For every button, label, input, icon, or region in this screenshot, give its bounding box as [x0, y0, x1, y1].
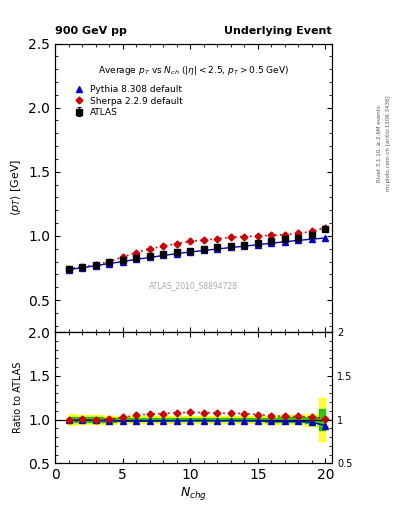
- Pythia 8.308 default: [228, 244, 233, 250]
- Pythia 8.308 default: [255, 242, 260, 248]
- Pythia 8.308 default: [80, 265, 84, 271]
- Sherpa 2.2.9 default: [93, 262, 98, 268]
- Pythia 8.308 default: [309, 236, 314, 242]
- Sherpa 2.2.9 default: [188, 238, 193, 244]
- Sherpa 2.2.9 default: [215, 236, 220, 242]
- Y-axis label: Ratio to ATLAS: Ratio to ATLAS: [13, 362, 23, 434]
- Sherpa 2.2.9 default: [228, 234, 233, 241]
- Legend: Pythia 8.308 default, Sherpa 2.2.9 default, ATLAS: Pythia 8.308 default, Sherpa 2.2.9 defau…: [68, 82, 186, 120]
- Pythia 8.308 default: [188, 249, 193, 255]
- Sherpa 2.2.9 default: [120, 254, 125, 260]
- Pythia 8.308 default: [66, 266, 71, 272]
- Pythia 8.308 default: [93, 263, 98, 269]
- Pythia 8.308 default: [147, 254, 152, 261]
- Sherpa 2.2.9 default: [296, 230, 301, 237]
- Pythia 8.308 default: [269, 240, 274, 246]
- Sherpa 2.2.9 default: [66, 266, 71, 272]
- X-axis label: $N_{chg}$: $N_{chg}$: [180, 485, 207, 502]
- Pythia 8.308 default: [161, 252, 165, 259]
- Line: Pythia 8.308 default: Pythia 8.308 default: [66, 235, 328, 272]
- Sherpa 2.2.9 default: [255, 233, 260, 239]
- Sherpa 2.2.9 default: [269, 232, 274, 239]
- Sherpa 2.2.9 default: [174, 241, 179, 247]
- Pythia 8.308 default: [215, 246, 220, 252]
- Pythia 8.308 default: [201, 247, 206, 253]
- Sherpa 2.2.9 default: [201, 237, 206, 243]
- Sherpa 2.2.9 default: [107, 259, 112, 265]
- Pythia 8.308 default: [107, 261, 112, 267]
- Text: Underlying Event: Underlying Event: [224, 26, 332, 36]
- Text: mcplots.cern.ch [arXiv:1306.3436]: mcplots.cern.ch [arXiv:1306.3436]: [386, 96, 391, 191]
- Sherpa 2.2.9 default: [147, 246, 152, 252]
- Sherpa 2.2.9 default: [80, 264, 84, 270]
- Sherpa 2.2.9 default: [283, 231, 287, 238]
- Pythia 8.308 default: [283, 239, 287, 245]
- Y-axis label: $\langle p_T \rangle$ [GeV]: $\langle p_T \rangle$ [GeV]: [9, 159, 23, 217]
- Text: 900 GeV pp: 900 GeV pp: [55, 26, 127, 36]
- Line: Sherpa 2.2.9 default: Sherpa 2.2.9 default: [66, 225, 328, 271]
- Pythia 8.308 default: [242, 243, 246, 249]
- Sherpa 2.2.9 default: [309, 228, 314, 234]
- Sherpa 2.2.9 default: [242, 233, 246, 240]
- Pythia 8.308 default: [296, 238, 301, 244]
- Pythia 8.308 default: [174, 250, 179, 257]
- Text: Average $p_T$ vs $N_{ch}$ ($|\eta| < 2.5$, $p_T > 0.5$ GeV): Average $p_T$ vs $N_{ch}$ ($|\eta| < 2.5…: [98, 63, 289, 77]
- Pythia 8.308 default: [120, 259, 125, 265]
- Pythia 8.308 default: [323, 235, 328, 241]
- Pythia 8.308 default: [134, 256, 138, 262]
- Sherpa 2.2.9 default: [323, 225, 328, 231]
- Text: ATLAS_2010_S8894728: ATLAS_2010_S8894728: [149, 282, 238, 290]
- Sherpa 2.2.9 default: [134, 249, 138, 255]
- Sherpa 2.2.9 default: [161, 243, 165, 249]
- Text: Rivet 3.1.10, ≥ 2.6M events: Rivet 3.1.10, ≥ 2.6M events: [377, 105, 382, 182]
